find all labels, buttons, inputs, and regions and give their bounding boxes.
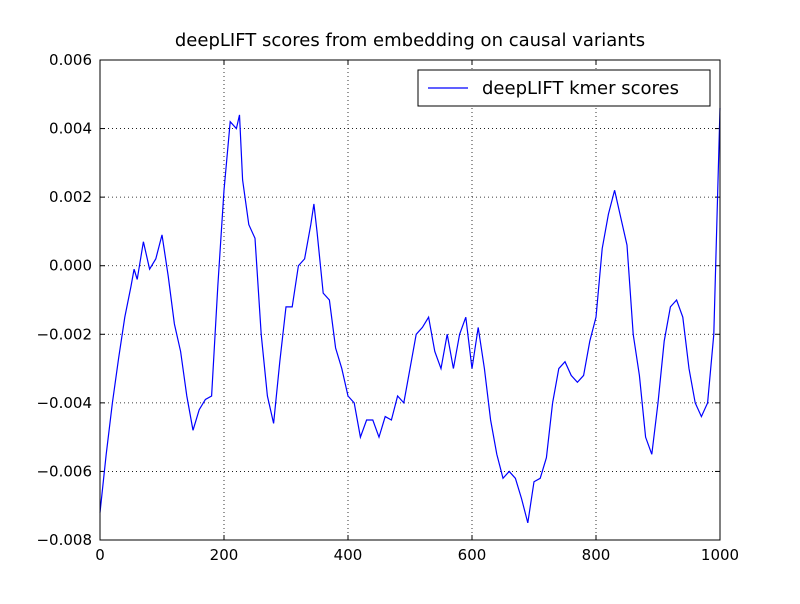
x-tick-label: 400 <box>334 546 363 564</box>
legend-box <box>417 69 711 107</box>
y-tick-label: 0.002 <box>49 188 92 206</box>
x-tick-label: 800 <box>582 546 611 564</box>
y-tick-label: −0.004 <box>36 394 92 412</box>
x-tick-label: 1000 <box>701 546 739 564</box>
y-tick-label: 0.004 <box>49 120 92 138</box>
y-tick-label: −0.006 <box>36 462 92 480</box>
y-tick-label: −0.008 <box>36 531 92 549</box>
legend-label: deepLIFT kmer scores <box>482 78 679 99</box>
x-tick-label: 0 <box>95 546 105 564</box>
x-tick-label: 600 <box>458 546 487 564</box>
y-tick-label: −0.002 <box>36 325 92 343</box>
data-line <box>99 107 721 524</box>
chart-title: deepLIFT scores from embedding on causal… <box>175 30 645 51</box>
x-tick-label: 200 <box>210 546 239 564</box>
y-tick-label: 0.000 <box>49 257 92 275</box>
y-tick-label: 0.006 <box>49 51 92 69</box>
plot-frame <box>99 59 721 541</box>
